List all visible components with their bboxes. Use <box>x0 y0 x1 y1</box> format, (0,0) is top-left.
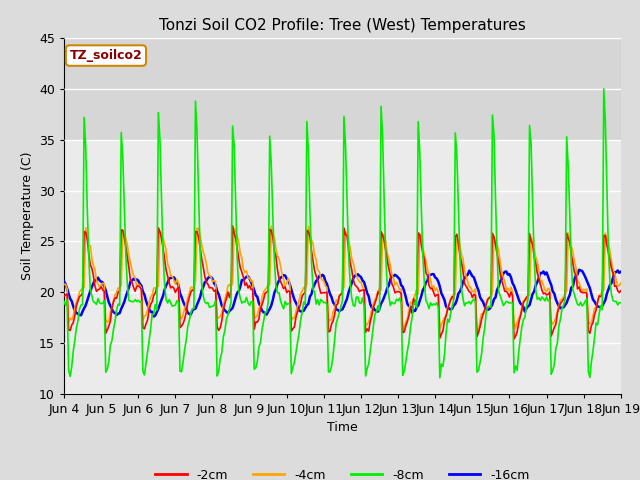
Bar <box>64 38 621 140</box>
Title: Tonzi Soil CO2 Profile: Tree (West) Temperatures: Tonzi Soil CO2 Profile: Tree (West) Temp… <box>159 18 526 33</box>
X-axis label: Time: Time <box>327 421 358 434</box>
Y-axis label: Soil Temperature (C): Soil Temperature (C) <box>20 152 33 280</box>
Text: TZ_soilco2: TZ_soilco2 <box>70 49 142 62</box>
Legend: -2cm, -4cm, -8cm, -16cm: -2cm, -4cm, -8cm, -16cm <box>150 464 534 480</box>
